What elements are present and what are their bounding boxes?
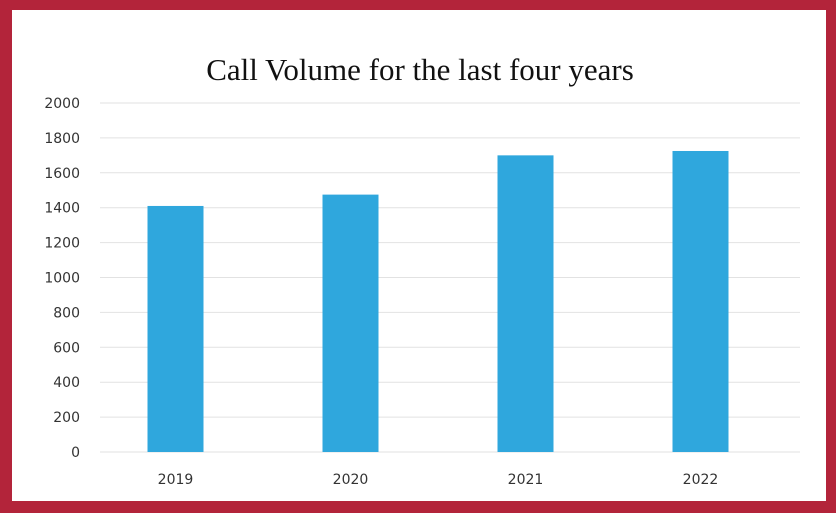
y-tick-label: 2000 — [44, 96, 80, 112]
x-tick-label: 2022 — [683, 472, 719, 488]
bars — [147, 150, 729, 453]
y-tick-label: 800 — [53, 305, 80, 321]
y-tick-label: 1800 — [44, 131, 80, 147]
y-tick-label: 1400 — [44, 201, 80, 217]
bar-2019 — [147, 205, 204, 452]
y-tick-label: 1200 — [44, 236, 80, 252]
x-tick-label: 2021 — [508, 472, 544, 488]
y-axis-ticks: 0 200 400 600 800 1000 1200 1400 1600 1800 2000 — [44, 96, 80, 461]
x-tick-label: 2020 — [333, 472, 369, 488]
chart-title: Call Volume for the last four years — [206, 52, 634, 87]
y-tick-label: 200 — [53, 410, 80, 426]
bar-2020 — [322, 194, 379, 453]
bar-2021 — [497, 155, 554, 452]
x-axis-ticks: 2019 2020 2021 2022 — [158, 472, 719, 488]
y-tick-label: 600 — [53, 340, 80, 356]
bar-2022 — [672, 150, 729, 453]
y-tick-label: 1600 — [44, 166, 80, 182]
x-tick-label: 2019 — [158, 472, 194, 488]
y-tick-label: 400 — [53, 375, 80, 391]
y-tick-label: 0 — [71, 445, 80, 461]
y-tick-label: 1000 — [44, 271, 80, 287]
